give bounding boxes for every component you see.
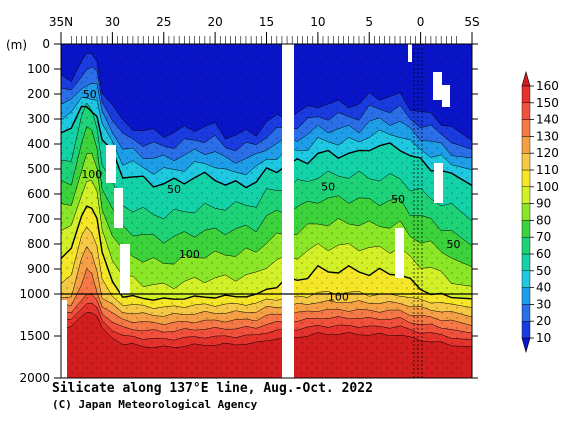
- y-tick-label: 700: [27, 212, 50, 226]
- colorbar-under: [521, 337, 531, 354]
- chart-title: Silicate along 137°E line, Aug.-Oct. 202…: [52, 381, 373, 396]
- contour-label: 100: [328, 291, 349, 304]
- colorbar-label: 30: [536, 297, 551, 311]
- x-tick-label: 5S: [464, 15, 479, 29]
- y-axis-unit: (m): [6, 38, 27, 52]
- station-ticks: [70, 36, 457, 44]
- colorbar-swatch: [521, 152, 531, 171]
- colorbar-label: 70: [536, 230, 551, 244]
- colorbar-swatch: [521, 287, 531, 305]
- y-tick-label: 100: [27, 62, 50, 76]
- y-tick-label: 0: [42, 37, 50, 51]
- x-tick-label: 30: [105, 15, 120, 29]
- colorbar-swatch: [521, 253, 531, 271]
- x-tick-label: 35N: [49, 15, 73, 29]
- colorbar-swatch: [521, 270, 531, 288]
- colorbar-label: 60: [536, 247, 551, 261]
- gap-patch-h: [408, 44, 412, 62]
- x-tick-label: 25: [156, 15, 171, 29]
- y-tick-label: 1000: [19, 287, 50, 301]
- y-tick-label: 500: [27, 162, 50, 176]
- contour-label: 50: [321, 181, 335, 194]
- colorbar-label: 120: [536, 146, 559, 160]
- y-tick-label: 200: [27, 87, 50, 101]
- y-tick-label: 400: [27, 137, 50, 151]
- sample-dots: [61, 44, 472, 378]
- colorbar-label: 20: [536, 314, 551, 328]
- x-tick-label: 10: [310, 15, 325, 29]
- colorbar-swatch: [521, 169, 531, 187]
- contour-label: 50: [167, 183, 181, 196]
- colorbar-label: 140: [536, 113, 559, 127]
- gap-patch-a: [106, 145, 116, 183]
- chart-credit: (C) Japan Meteorological Agency: [52, 398, 258, 411]
- x-tick-label: 15: [259, 15, 274, 29]
- x-tick-label: 5: [365, 15, 373, 29]
- y-tick-label: 600: [27, 187, 50, 201]
- contour-label: 50: [391, 193, 405, 206]
- colorbar-label: 10: [536, 331, 551, 345]
- colorbar-label: 110: [536, 163, 559, 177]
- colorbar-label: 80: [536, 213, 551, 227]
- colorbar: 10 20 30 40 50 60 70 80 90 100 110 120 130 140 150 160: [521, 70, 559, 354]
- contour-label: 100: [179, 248, 200, 261]
- colorbar-label: 40: [536, 281, 551, 295]
- y-axis: 0 100 200 300 400 500 600 700 800 900 1000 1500 2000: [19, 37, 478, 385]
- colorbar-swatch: [521, 220, 531, 238]
- colorbar-label: 100: [536, 180, 559, 194]
- contour-label: 50: [83, 88, 97, 101]
- colorbar-swatch: [521, 236, 531, 255]
- y-tick-label: 800: [27, 237, 50, 251]
- contour-label: 50: [447, 238, 461, 251]
- colorbar-swatch: [521, 321, 531, 339]
- gap-patch-d: [395, 228, 404, 278]
- colorbar-swatch: [521, 136, 531, 154]
- y-tick-label: 2000: [19, 371, 50, 385]
- colorbar-swatch: [521, 304, 531, 322]
- colorbar-label: 130: [536, 129, 559, 143]
- gap-patch-f: [442, 85, 450, 107]
- colorbar-label: 150: [536, 96, 559, 110]
- y-tick-label: 1500: [19, 329, 50, 343]
- x-tick-label: 20: [207, 15, 222, 29]
- gap-patch-c: [120, 244, 130, 294]
- gap-patch-b: [114, 188, 123, 228]
- colorbar-swatch: [521, 119, 531, 137]
- colorbar-swatch: [521, 102, 531, 120]
- colorbar-label: 50: [536, 264, 551, 278]
- contour-label: 100: [81, 168, 102, 181]
- gap-patch-e: [433, 72, 442, 100]
- contour-labels: 50 100 50 100 50 50 50 100: [81, 88, 461, 304]
- x-axis: 35N 30 25 20 15 10 5 0 5S: [49, 15, 480, 44]
- colorbar-label: 90: [536, 197, 551, 211]
- colorbar-swatch: [521, 186, 531, 204]
- colorbar-swatch: [521, 203, 531, 221]
- gap-patch-bottom: [61, 300, 67, 378]
- colorbar-over: [521, 70, 531, 87]
- gap-band-15: [282, 44, 294, 378]
- colorbar-label: 160: [536, 79, 559, 93]
- gap-patch-g: [434, 163, 443, 203]
- y-tick-label: 900: [27, 262, 50, 276]
- y-tick-label: 300: [27, 112, 50, 126]
- x-tick-label: 0: [417, 15, 425, 29]
- colorbar-swatch: [521, 85, 531, 103]
